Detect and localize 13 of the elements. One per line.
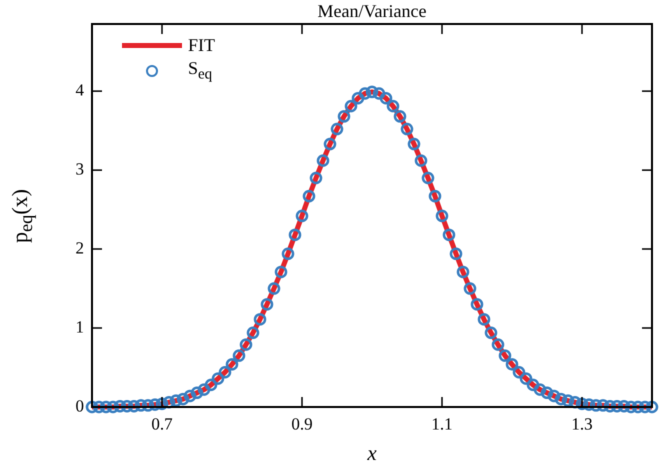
y-tick-label: 3: [76, 160, 84, 179]
legend-label: S$_{eq}$: [188, 58, 212, 84]
chart-title: Mean/Variance: [316, 1, 428, 21]
x-tick-label: 1.1: [431, 414, 453, 434]
x-axis-title: x: [366, 441, 378, 466]
x-tick-label: 0.7: [151, 414, 174, 434]
y-tick-label: 0: [76, 396, 84, 416]
x-tick-label: 1.3: [571, 414, 593, 434]
x-tick-label: 0.9: [291, 414, 313, 434]
y-tick-label: 4: [76, 80, 84, 100]
legend-label: FIT: [188, 34, 215, 56]
y-tick-label: 1: [76, 318, 84, 336]
y-tick-label: 2: [76, 238, 84, 258]
